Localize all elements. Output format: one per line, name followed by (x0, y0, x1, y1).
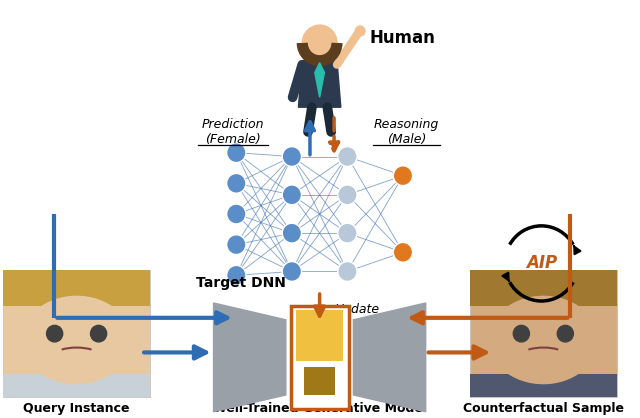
FancyBboxPatch shape (291, 306, 349, 409)
FancyBboxPatch shape (3, 270, 150, 397)
Text: Human: Human (370, 29, 436, 47)
FancyBboxPatch shape (3, 374, 150, 397)
Text: (Male): (Male) (387, 133, 426, 146)
Polygon shape (214, 303, 286, 412)
Circle shape (282, 262, 301, 281)
Circle shape (282, 147, 301, 166)
Circle shape (394, 242, 413, 262)
Text: Target DNN: Target DNN (196, 276, 285, 290)
Circle shape (227, 204, 246, 224)
Text: Counterfactual Sample: Counterfactual Sample (463, 402, 624, 415)
Circle shape (338, 185, 357, 205)
Polygon shape (315, 63, 324, 97)
Circle shape (394, 166, 413, 186)
Circle shape (282, 223, 301, 243)
Circle shape (302, 25, 337, 61)
Text: Query Instance: Query Instance (23, 402, 130, 415)
Ellipse shape (22, 296, 132, 384)
Circle shape (90, 325, 107, 342)
FancyBboxPatch shape (3, 270, 150, 306)
Text: Update: Update (334, 303, 380, 316)
FancyBboxPatch shape (296, 310, 343, 361)
Polygon shape (353, 303, 426, 412)
Circle shape (338, 147, 357, 166)
Text: (Female): (Female) (205, 133, 260, 146)
FancyBboxPatch shape (304, 367, 335, 395)
Circle shape (227, 235, 246, 255)
Text: Prediction: Prediction (202, 118, 264, 132)
Circle shape (282, 185, 301, 205)
Circle shape (227, 143, 246, 163)
Circle shape (47, 325, 63, 342)
FancyBboxPatch shape (470, 270, 616, 397)
FancyBboxPatch shape (470, 270, 616, 306)
Circle shape (355, 26, 365, 36)
Circle shape (338, 262, 357, 281)
Circle shape (227, 265, 246, 285)
Polygon shape (298, 61, 341, 107)
FancyBboxPatch shape (470, 374, 616, 397)
Circle shape (227, 173, 246, 193)
Text: Reasoning: Reasoning (374, 118, 439, 132)
Circle shape (557, 325, 573, 342)
Circle shape (513, 325, 529, 342)
Text: AIP: AIP (526, 255, 557, 273)
Circle shape (338, 223, 357, 243)
Text: Well-Trained Generative Model: Well-Trained Generative Model (212, 402, 427, 415)
Ellipse shape (488, 296, 598, 384)
